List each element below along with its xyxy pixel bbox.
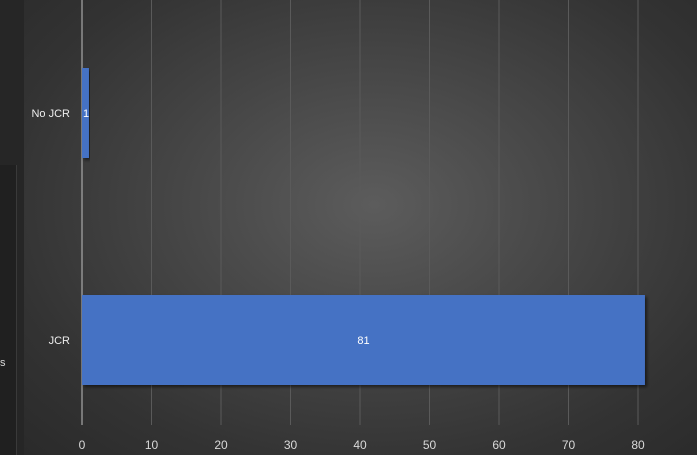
- x-tick-labels: 0 10 20 30 40 50 60 70 80: [79, 438, 645, 452]
- bars: [82, 68, 645, 385]
- bar-jcr: [82, 295, 645, 385]
- category-label-jcr: JCR: [49, 335, 70, 347]
- data-label-no-jcr: 1: [83, 108, 89, 120]
- x-tick-label-40: 40: [353, 438, 367, 452]
- x-tick-label-50: 50: [423, 438, 437, 452]
- left-panel-divider: [0, 165, 17, 455]
- x-tick-label-60: 60: [492, 438, 506, 452]
- left-panel-text: s: [0, 357, 6, 369]
- category-labels: No JCR JCR: [31, 108, 70, 347]
- data-labels: 1 81: [83, 108, 370, 347]
- category-label-no-jcr: No JCR: [31, 108, 70, 120]
- data-label-jcr: 81: [357, 335, 369, 347]
- bar-no-jcr: [82, 68, 89, 158]
- x-tick-label-80: 80: [631, 438, 645, 452]
- x-tick-label-10: 10: [145, 438, 159, 452]
- x-tick-label-70: 70: [562, 438, 576, 452]
- x-tick-label-20: 20: [214, 438, 228, 452]
- x-tick-label-0: 0: [79, 438, 86, 452]
- x-tick-label-30: 30: [284, 438, 298, 452]
